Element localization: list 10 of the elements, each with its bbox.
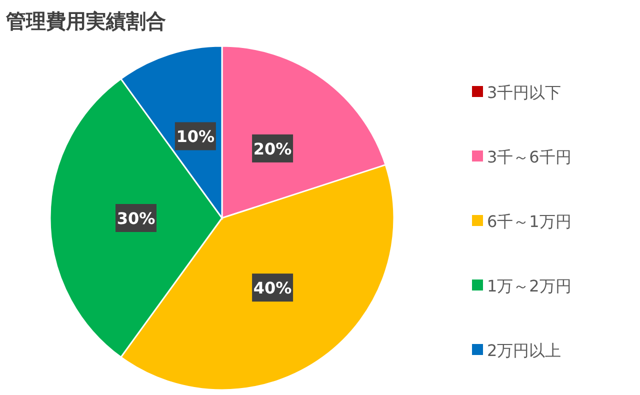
legend-label: 3千円以下 [487, 83, 562, 102]
data-label: 10% [176, 127, 215, 146]
legend-label: 2万円以上 [487, 341, 562, 360]
legend-label: 3千～6千円 [487, 148, 572, 166]
data-label: 40% [253, 278, 292, 298]
data-label: 20% [253, 139, 292, 158]
legend-label: 6千～1万円 [487, 212, 572, 231]
legend-label: 1万～2万円 [487, 276, 572, 296]
data-label: 30% [116, 209, 156, 228]
chart-title: 管理費用実績割合 [5, 9, 166, 33]
